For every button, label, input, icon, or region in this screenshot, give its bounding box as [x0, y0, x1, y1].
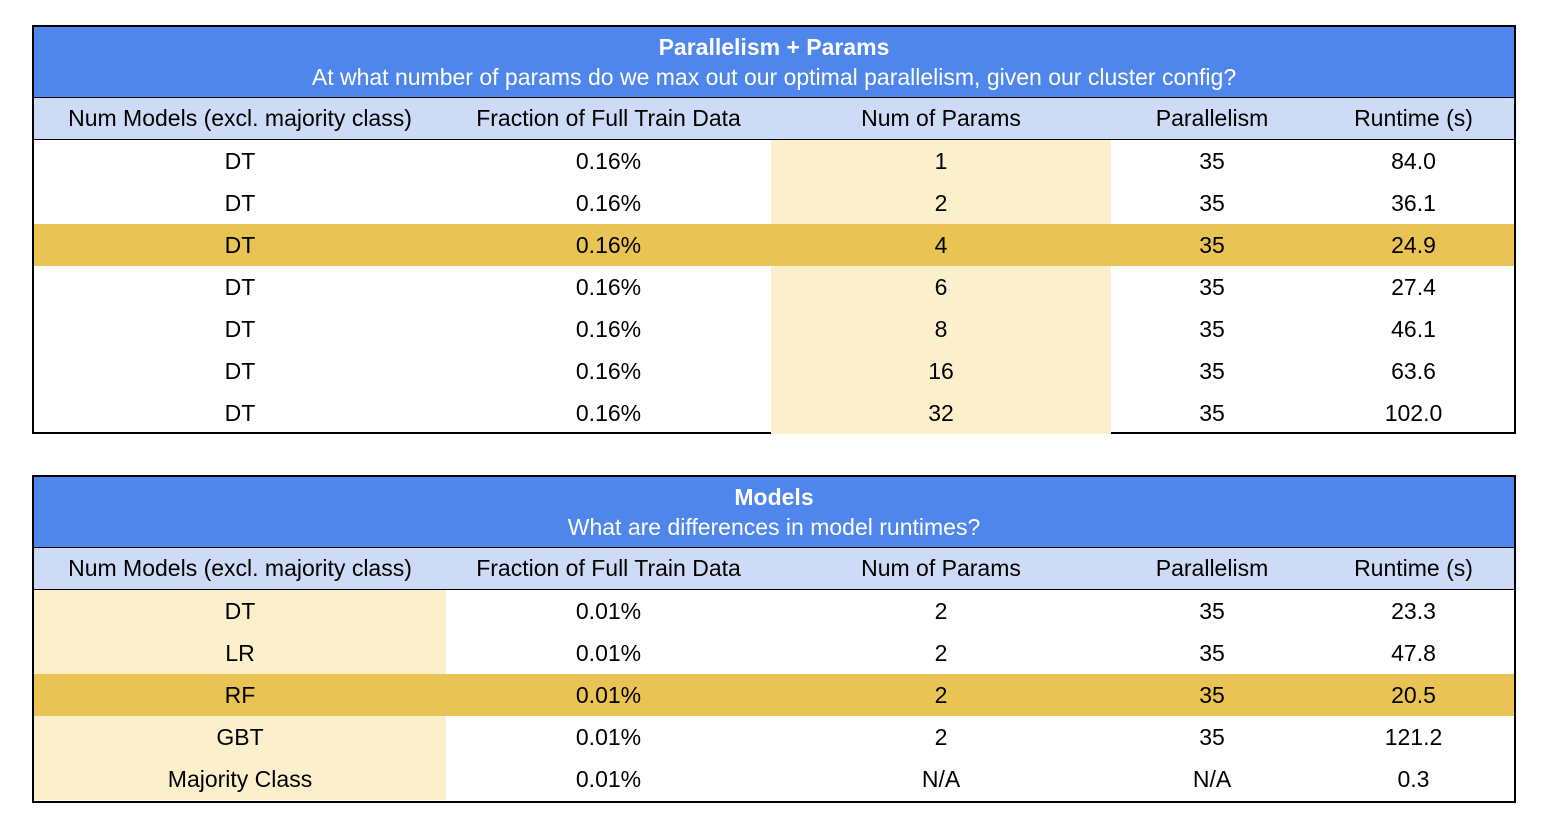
- header-parallelism: Parallelism: [1155, 555, 1269, 581]
- table-row: DT 0.16% 2 35 36.1: [34, 182, 1514, 224]
- cell-num-params: 8: [771, 308, 1111, 350]
- table-body: DT 0.16% 1 35 84.0 DT 0.16% 2 35 36.1 DT 0.16% 4 35 24…: [34, 140, 1514, 434]
- table-row: DT 0.16% 1 35 84.0: [34, 140, 1514, 182]
- table-subtitle: What are differences in model runtimes?: [567, 514, 981, 540]
- cell-runtime: 121.2: [1384, 723, 1443, 750]
- table-row: DT 0.16% 8 35 46.1: [34, 308, 1514, 350]
- header-row: Num Models (excl. majority class) Fracti…: [34, 548, 1514, 590]
- cell-runtime: 20.5: [1391, 681, 1436, 708]
- table-row: DT 0.16% 32 35 102.0: [34, 392, 1514, 434]
- table-row: DT 0.16% 16 35 63.6: [34, 350, 1514, 392]
- models-table: Models What are differences in model run…: [32, 475, 1516, 803]
- cell-runtime: 63.6: [1391, 357, 1436, 384]
- cell-model: DT: [224, 315, 256, 342]
- header-parallelism: Parallelism: [1155, 105, 1269, 131]
- cell-fraction: 0.16%: [575, 147, 642, 174]
- table-body: DT 0.01% 2 35 23.3 LR 0.01% 2 35 47.8 RF 0.01% 2 35 20…: [34, 590, 1514, 800]
- header-num-params: Num of Params: [861, 105, 1021, 131]
- header-runtime: Runtime (s): [1354, 555, 1473, 581]
- cell-parallelism: 35: [1199, 681, 1225, 708]
- header-fraction: Fraction of Full Train Data: [476, 555, 741, 581]
- cell-num-params: 2: [771, 182, 1111, 224]
- table-title: Parallelism + Params: [658, 34, 890, 60]
- cell-fraction: 0.16%: [575, 231, 642, 258]
- cell-fraction: 0.16%: [575, 189, 642, 216]
- cell-fraction: 0.01%: [575, 597, 642, 624]
- cell-num-params: 2: [934, 723, 948, 750]
- cell-fraction: 0.16%: [575, 315, 642, 342]
- cell-parallelism: 35: [1199, 147, 1225, 174]
- cell-model: RF: [224, 681, 256, 708]
- table-row: Majority Class 0.01% N/A N/A 0.3: [34, 758, 1514, 800]
- table-title: Models: [734, 484, 814, 510]
- cell-model: DT: [224, 189, 256, 216]
- cell-model: Majority Class: [34, 758, 446, 800]
- cell-num-params: 6: [771, 266, 1111, 308]
- cell-model: DT: [224, 231, 256, 258]
- cell-model: DT: [224, 399, 256, 426]
- cell-runtime: 84.0: [1391, 147, 1436, 174]
- cell-runtime: 23.3: [1391, 597, 1436, 624]
- cell-fraction: 0.01%: [575, 639, 642, 666]
- cell-num-params: 16: [771, 350, 1111, 392]
- cell-fraction: 0.01%: [575, 765, 642, 792]
- cell-runtime: 0.3: [1397, 765, 1430, 792]
- cell-parallelism: 35: [1199, 357, 1225, 384]
- cell-runtime: 27.4: [1391, 273, 1436, 300]
- cell-parallelism: 35: [1199, 315, 1225, 342]
- cell-parallelism: 35: [1199, 273, 1225, 300]
- cell-runtime: 24.9: [1391, 231, 1436, 258]
- table-banner: Parallelism + Params At what number of p…: [34, 27, 1514, 98]
- cell-num-params: 4: [934, 231, 948, 258]
- header-num-params: Num of Params: [861, 555, 1021, 581]
- cell-num-params: N/A: [921, 765, 961, 792]
- parallelism-params-table: Parallelism + Params At what number of p…: [32, 25, 1516, 434]
- cell-num-params: 1: [771, 140, 1111, 182]
- table-subtitle: At what number of params do we max out o…: [311, 64, 1237, 90]
- cell-runtime: 46.1: [1391, 315, 1436, 342]
- header-num-models: Num Models (excl. majority class): [68, 555, 412, 581]
- cell-parallelism: 35: [1199, 399, 1225, 426]
- header-fraction: Fraction of Full Train Data: [476, 105, 741, 131]
- cell-model: GBT: [34, 716, 446, 758]
- cell-fraction: 0.16%: [575, 399, 642, 426]
- cell-num-params: 2: [934, 597, 948, 624]
- cell-parallelism: 35: [1199, 639, 1225, 666]
- cell-runtime: 102.0: [1384, 399, 1443, 426]
- cell-runtime: 36.1: [1391, 189, 1436, 216]
- cell-parallelism: 35: [1199, 231, 1225, 258]
- table-row: DT 0.16% 6 35 27.4: [34, 266, 1514, 308]
- cell-num-params: 2: [934, 681, 948, 708]
- cell-model: DT: [224, 273, 256, 300]
- header-row: Num Models (excl. majority class) Fracti…: [34, 98, 1514, 140]
- table-row: LR 0.01% 2 35 47.8: [34, 632, 1514, 674]
- cell-model: DT: [34, 590, 446, 632]
- header-runtime: Runtime (s): [1354, 105, 1473, 131]
- header-num-models: Num Models (excl. majority class): [68, 105, 412, 131]
- cell-runtime: 47.8: [1391, 639, 1436, 666]
- table-row: GBT 0.01% 2 35 121.2: [34, 716, 1514, 758]
- cell-parallelism: N/A: [1192, 765, 1232, 792]
- table-row: DT 0.01% 2 35 23.3: [34, 590, 1514, 632]
- cell-fraction: 0.16%: [575, 357, 642, 384]
- cell-parallelism: 35: [1199, 723, 1225, 750]
- cell-fraction: 0.01%: [575, 723, 642, 750]
- table-banner: Models What are differences in model run…: [34, 477, 1514, 548]
- cell-num-params: 2: [934, 639, 948, 666]
- cell-parallelism: 35: [1199, 189, 1225, 216]
- table-row: RF 0.01% 2 35 20.5: [34, 674, 1514, 716]
- cell-fraction: 0.01%: [575, 681, 642, 708]
- cell-model: LR: [34, 632, 446, 674]
- table-row: DT 0.16% 4 35 24.9: [34, 224, 1514, 266]
- cell-fraction: 0.16%: [575, 273, 642, 300]
- cell-parallelism: 35: [1199, 597, 1225, 624]
- cell-model: DT: [224, 357, 256, 384]
- cell-model: DT: [224, 147, 256, 174]
- cell-num-params: 32: [771, 392, 1111, 434]
